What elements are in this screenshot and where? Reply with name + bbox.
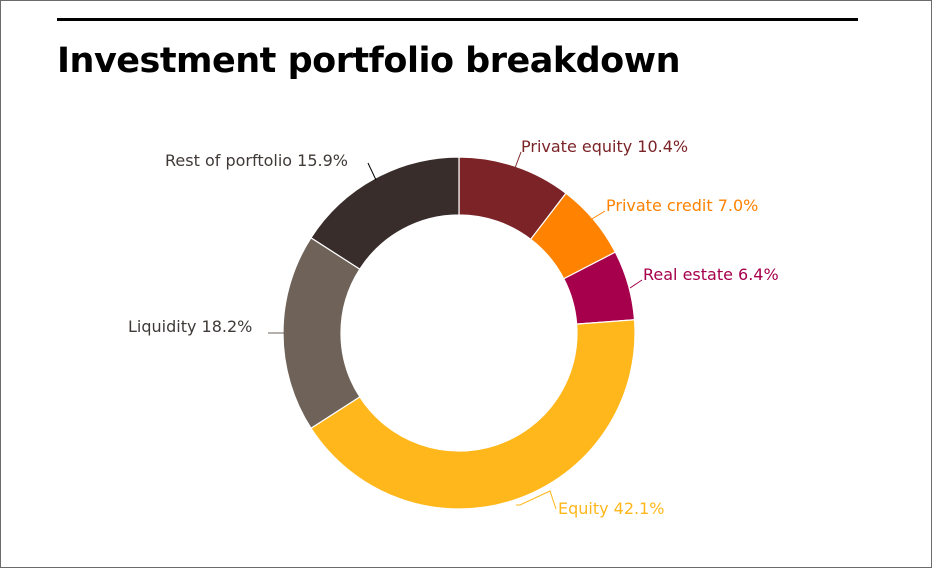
title-rule <box>57 18 858 21</box>
slice-equity <box>310 319 636 510</box>
slice-label-rest-of-porftolio: Rest of porftolio 15.9% <box>165 151 348 170</box>
leader-line-private-equity <box>514 151 522 169</box>
chart-title: Investment portfolio breakdown <box>57 41 680 81</box>
slice-label-private-equity: Private equity 10.4% <box>521 137 688 156</box>
leader-line-equity <box>516 490 557 510</box>
leader-line-private-credit <box>586 210 606 223</box>
slice-label-equity: Equity 42.1% <box>558 499 665 518</box>
leader-line-real-estate <box>629 279 643 289</box>
slice-label-private-credit: Private credit 7.0% <box>606 196 758 215</box>
slice-rest-of-porftolio <box>310 156 460 270</box>
slice-liquidity <box>282 236 361 430</box>
leader-line-rest-of-porftolio <box>367 162 377 181</box>
slice-label-real-estate: Real estate 6.4% <box>643 265 779 284</box>
slice-label-liquidity: Liquidity 18.2% <box>128 317 252 336</box>
